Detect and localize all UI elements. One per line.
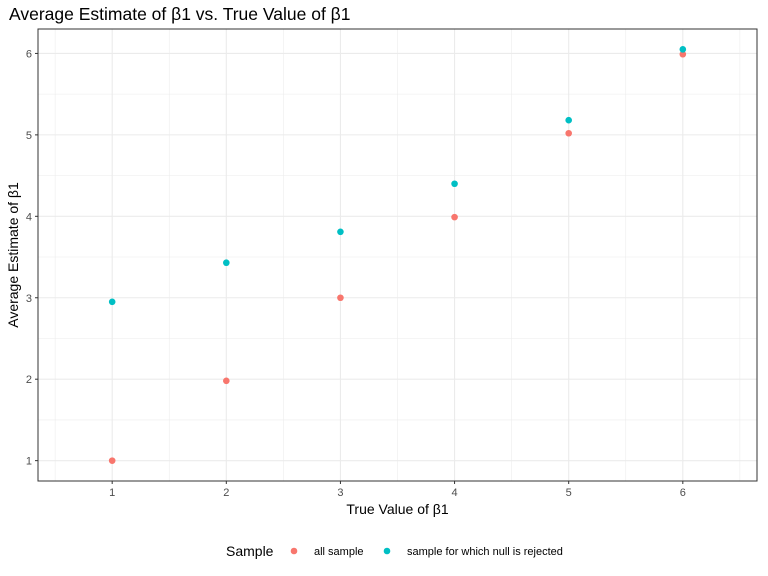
legend: Sample all sample sample for which null is… bbox=[226, 543, 563, 559]
legend-key-1 bbox=[290, 547, 298, 555]
point-series-2 bbox=[679, 46, 687, 53]
point-series-1 bbox=[108, 457, 116, 464]
gridlines bbox=[38, 29, 757, 481]
legend-key-2 bbox=[383, 547, 391, 555]
point-series-1 bbox=[565, 129, 572, 137]
x-tick-label: 3 bbox=[337, 487, 343, 499]
data-points bbox=[108, 46, 687, 464]
x-tick-label: 6 bbox=[680, 487, 686, 499]
y-axis-ticks: 1 2 3 4 5 6 bbox=[26, 48, 38, 468]
legend-label-2: sample for which null is rejected bbox=[407, 546, 563, 558]
legend-label-1: all sample bbox=[314, 546, 364, 558]
point-series-2 bbox=[337, 228, 344, 236]
point-series-2 bbox=[565, 116, 572, 124]
y-tick-label: 1 bbox=[26, 456, 32, 468]
point-series-1 bbox=[337, 294, 344, 302]
y-tick-label: 5 bbox=[26, 130, 32, 142]
y-tick-label: 3 bbox=[26, 293, 32, 305]
y-tick-label: 2 bbox=[26, 374, 32, 386]
x-tick-label: 4 bbox=[452, 487, 458, 499]
x-tick-label: 1 bbox=[109, 487, 115, 499]
point-series-2 bbox=[451, 180, 458, 188]
x-tick-label: 5 bbox=[566, 487, 572, 499]
legend-title: Sample bbox=[226, 543, 274, 559]
point-series-1 bbox=[223, 377, 230, 385]
y-tick-label: 4 bbox=[26, 211, 32, 223]
point-series-1 bbox=[451, 213, 458, 221]
x-tick-label: 2 bbox=[223, 487, 229, 499]
point-series-2 bbox=[108, 298, 116, 306]
y-axis-title: Average Estimate of β1 bbox=[5, 182, 21, 328]
plot-panel-border bbox=[37, 28, 758, 482]
point-series-2 bbox=[223, 259, 230, 267]
point-series-1 bbox=[679, 50, 687, 58]
x-axis-title: True Value of β1 bbox=[346, 501, 448, 517]
chart-title: Average Estimate of β1 vs. True Value of… bbox=[9, 4, 350, 24]
x-axis-ticks: 1 2 3 4 5 6 bbox=[109, 481, 686, 499]
y-tick-label: 6 bbox=[26, 48, 32, 60]
